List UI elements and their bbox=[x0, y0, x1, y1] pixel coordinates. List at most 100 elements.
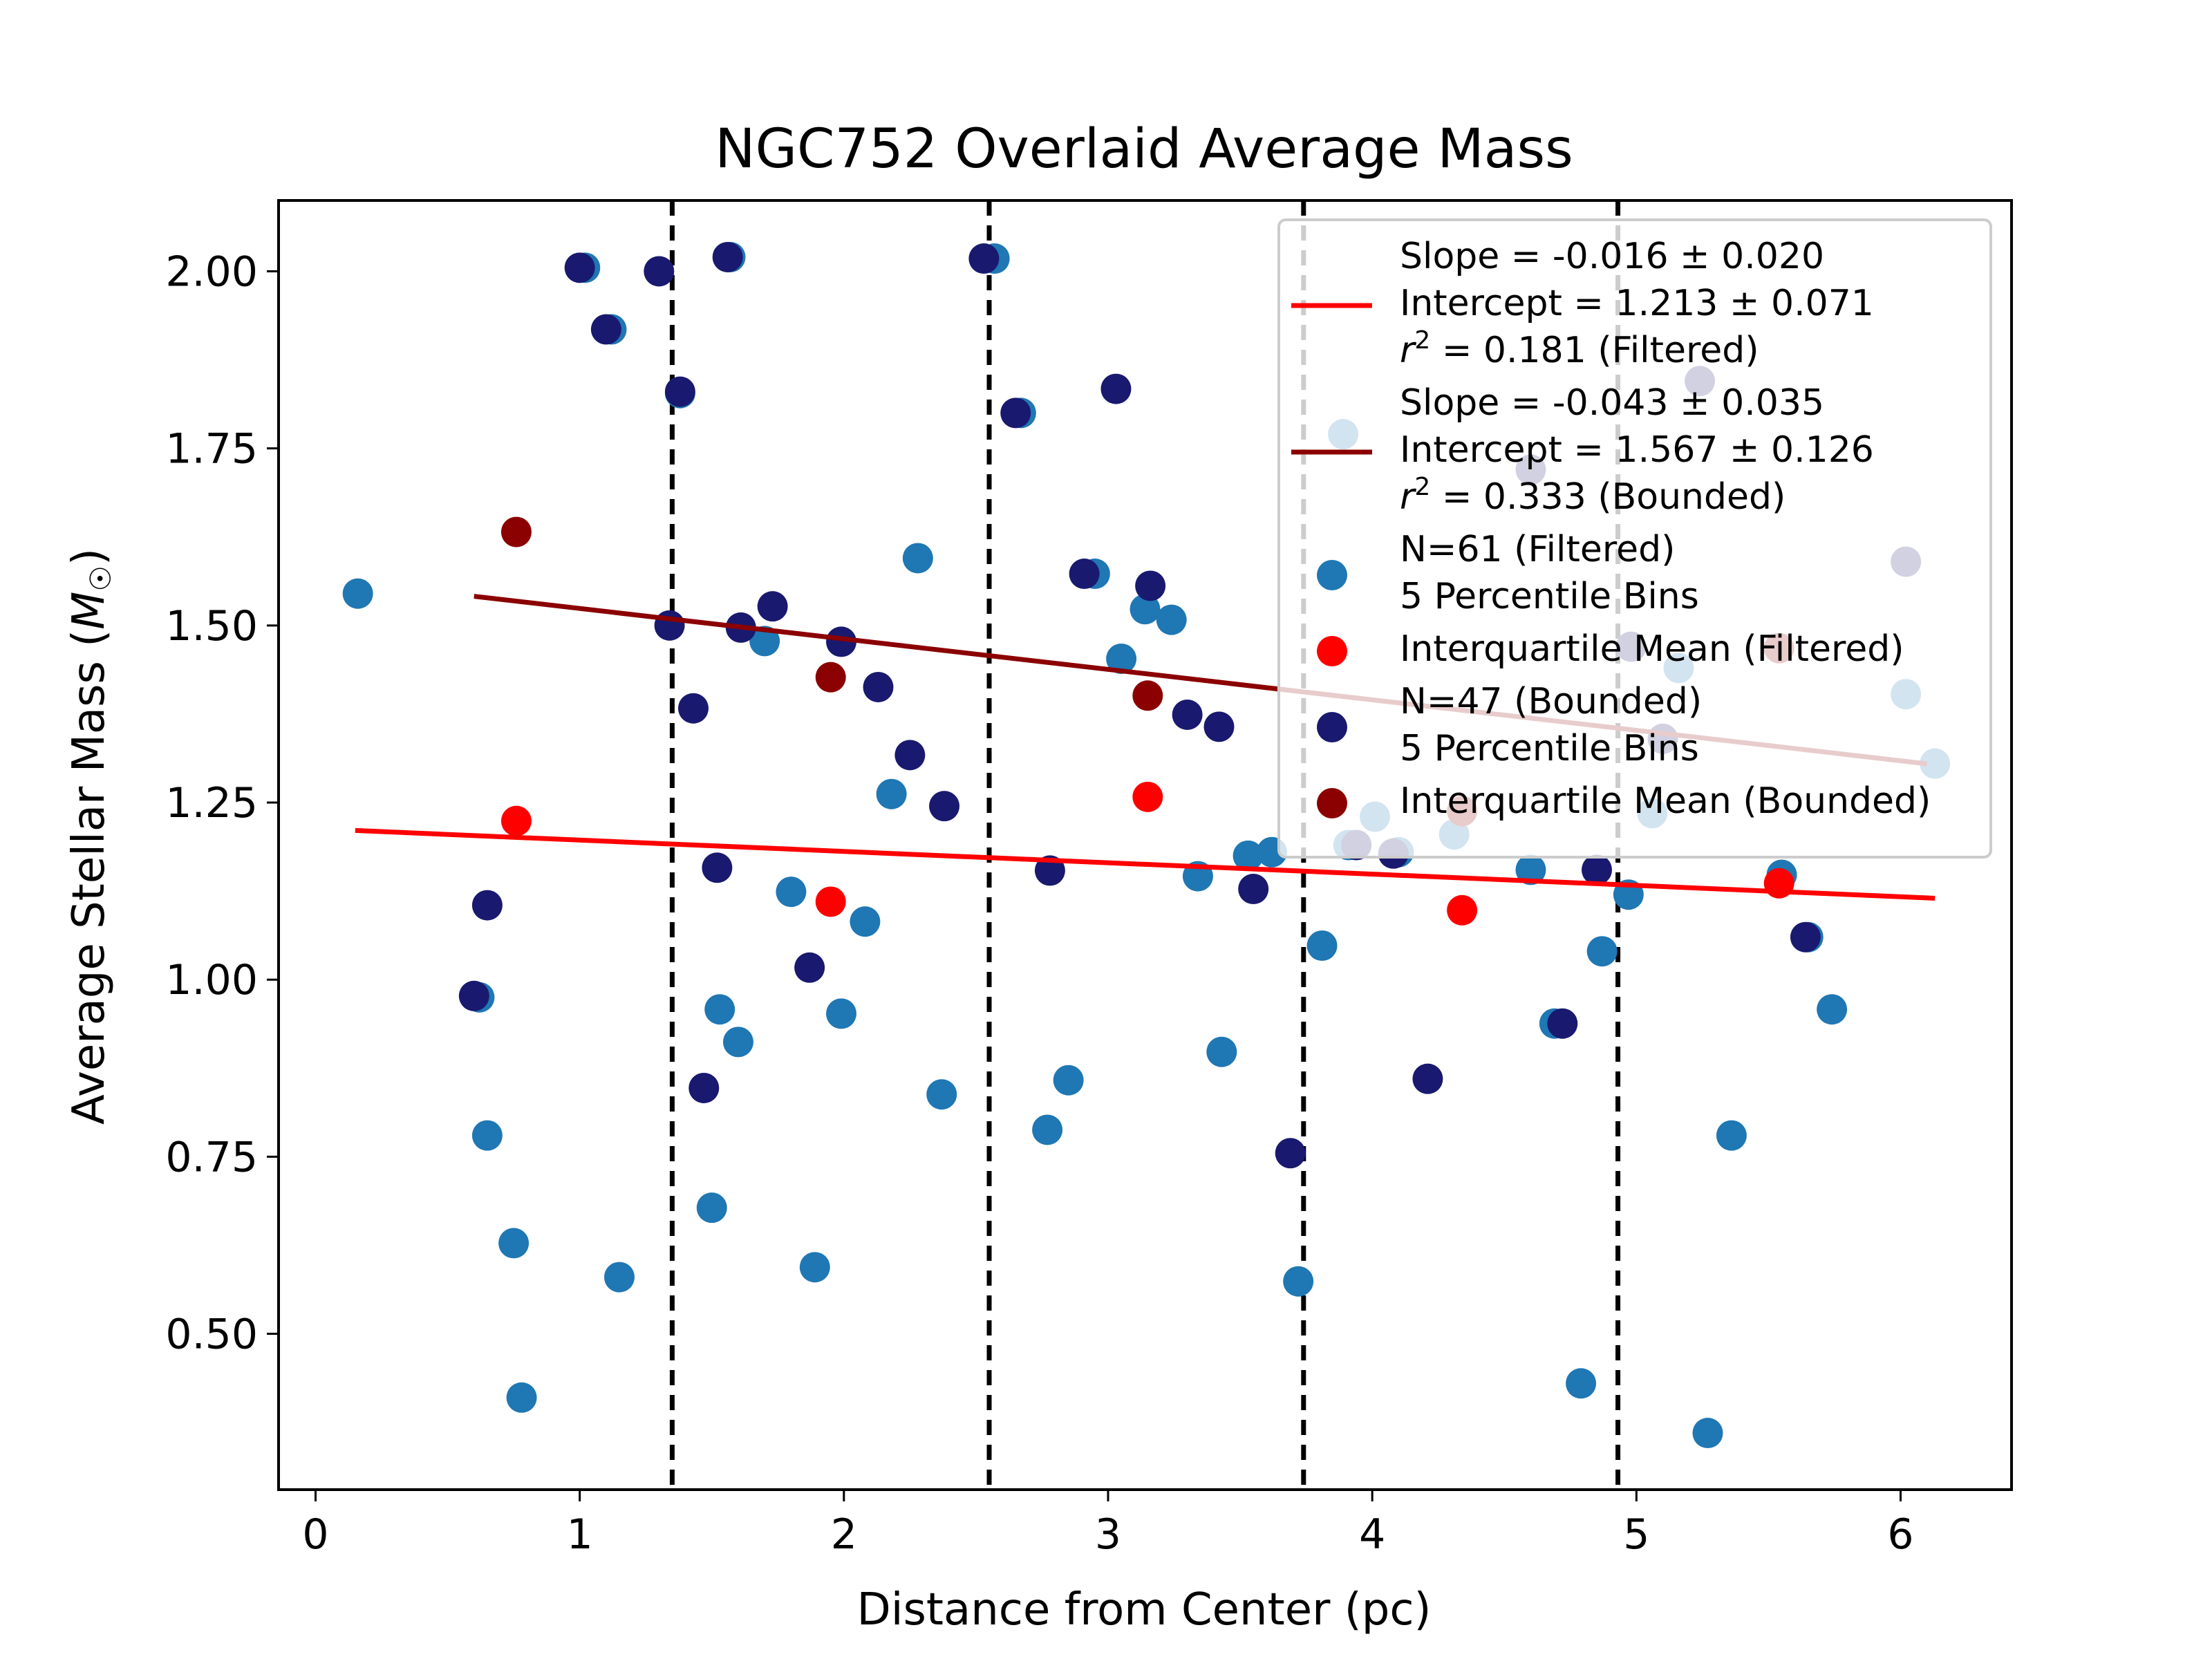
bounded-point bbox=[1203, 711, 1235, 742]
legend-label: N=47 (Bounded) bbox=[1400, 681, 1702, 722]
bounded-point bbox=[894, 740, 926, 771]
x-tick-label: 1 bbox=[567, 1510, 593, 1559]
bounded-point bbox=[471, 890, 503, 921]
bounded-point bbox=[688, 1072, 720, 1103]
x-tick-label: 6 bbox=[1887, 1510, 1913, 1559]
bounded-point bbox=[826, 626, 857, 657]
legend-dot-marker bbox=[1317, 636, 1347, 666]
filtered-point bbox=[1566, 1368, 1597, 1399]
bounded-point bbox=[564, 252, 595, 283]
y-tick-label: 1.75 bbox=[165, 425, 258, 474]
legend-dot-marker bbox=[1317, 788, 1347, 818]
filtered-point bbox=[1515, 854, 1546, 885]
legend-dot-marker bbox=[1317, 560, 1347, 590]
legend-dot-marker bbox=[1317, 712, 1347, 742]
legend-label: Interquartile Mean (Filtered) bbox=[1400, 628, 1904, 670]
filtered-point bbox=[1692, 1418, 1723, 1449]
filtered-mean-point bbox=[1447, 894, 1478, 926]
filtered-mean-point bbox=[500, 805, 532, 836]
filtered-point bbox=[1716, 1120, 1747, 1151]
y-tick-label: 0.75 bbox=[165, 1133, 258, 1181]
legend-label: r2 = 0.333 (Bounded) bbox=[1400, 473, 1785, 518]
legend-label: N=61 (Filtered) bbox=[1400, 529, 1675, 570]
filtered-point bbox=[799, 1252, 830, 1283]
bounded-point bbox=[968, 243, 1000, 274]
filtered-point bbox=[826, 998, 857, 1029]
legend-label: Intercept = 1.567 ± 0.126 bbox=[1400, 429, 1874, 471]
filtered-point bbox=[1130, 594, 1161, 625]
bounded-point bbox=[1275, 1138, 1306, 1169]
filtered-point bbox=[603, 1262, 635, 1293]
bounded-point bbox=[644, 256, 675, 287]
bounded-point bbox=[1100, 373, 1132, 404]
legend-box bbox=[1277, 218, 1992, 859]
filtered-point bbox=[749, 626, 780, 657]
filtered-point bbox=[704, 994, 735, 1025]
y-tick-label: 1.50 bbox=[165, 602, 258, 650]
chart-title: NGC752 Overlaid Average Mass bbox=[715, 118, 1573, 180]
bounded-point bbox=[863, 671, 894, 702]
filtered-point bbox=[498, 1228, 529, 1259]
y-tick-label: 0.50 bbox=[165, 1311, 258, 1359]
bounded-mean-point bbox=[815, 662, 846, 693]
y-tick-label: 2.00 bbox=[165, 247, 258, 296]
filtered-point bbox=[876, 778, 907, 809]
y-axis-label: Average Stellar Mass (M☉) bbox=[64, 548, 118, 1125]
bounded-point bbox=[702, 852, 733, 883]
bounded-point bbox=[712, 241, 743, 272]
x-tick-label: 5 bbox=[1623, 1510, 1649, 1559]
y-tick-label: 1.00 bbox=[165, 956, 258, 1004]
y-tick-label: 1.25 bbox=[165, 779, 258, 827]
filtered-point bbox=[696, 1192, 727, 1224]
bounded-point bbox=[664, 376, 695, 407]
axes-frame bbox=[277, 199, 2013, 1491]
bounded-point bbox=[929, 791, 960, 822]
filtered-point bbox=[342, 578, 373, 609]
filtered-point bbox=[722, 1027, 753, 1058]
bounded-point bbox=[1172, 699, 1203, 730]
bounded-point bbox=[590, 314, 621, 345]
filtered-fit-line bbox=[355, 827, 1936, 901]
bounded-point bbox=[1790, 921, 1821, 953]
bounded-point bbox=[794, 952, 825, 983]
filtered-point bbox=[1106, 643, 1137, 674]
filtered-point bbox=[1232, 840, 1264, 871]
bounded-point bbox=[1547, 1008, 1578, 1039]
bounded-point bbox=[1412, 1063, 1443, 1094]
filtered-point bbox=[1156, 604, 1187, 635]
bounded-point bbox=[757, 591, 788, 622]
bounded-point bbox=[1135, 570, 1166, 601]
x-tick-label: 3 bbox=[1095, 1510, 1121, 1559]
x-tick-label: 2 bbox=[831, 1510, 857, 1559]
filtered-point bbox=[1053, 1065, 1084, 1096]
x-axis-label: Distance from Center (pc) bbox=[857, 1584, 1432, 1635]
filtered-point bbox=[902, 543, 933, 574]
filtered-point bbox=[1283, 1266, 1314, 1297]
filtered-point bbox=[506, 1382, 537, 1413]
bounded-point bbox=[1000, 397, 1031, 429]
bounded-point bbox=[458, 980, 489, 1011]
filtered-point bbox=[1032, 1114, 1063, 1145]
legend: Slope = -0.016 ± 0.020 Intercept = 1.213 … bbox=[1277, 218, 1992, 859]
bounded-point bbox=[1238, 874, 1269, 905]
filtered-point bbox=[1586, 936, 1618, 967]
bounded-point bbox=[677, 693, 709, 724]
legend-label: 5 Percentile Bins bbox=[1400, 576, 1699, 617]
legend-label: r2 = 0.181 (Filtered) bbox=[1400, 326, 1759, 371]
x-tick-label: 0 bbox=[302, 1510, 328, 1559]
bounded-point bbox=[1582, 854, 1613, 885]
filtered-point bbox=[1206, 1036, 1237, 1067]
filtered-point bbox=[471, 1120, 503, 1151]
legend-label: Slope = -0.016 ± 0.020 bbox=[1400, 236, 1824, 277]
bounded-point bbox=[654, 610, 685, 641]
legend-label: Slope = -0.043 ± 0.035 bbox=[1400, 382, 1824, 424]
x-tick-label: 4 bbox=[1359, 1510, 1385, 1559]
bounded-point bbox=[1069, 559, 1100, 590]
filtered-point bbox=[776, 877, 807, 908]
filtered-point bbox=[926, 1079, 957, 1110]
filtered-mean-point bbox=[1132, 781, 1163, 812]
legend-label: Intercept = 1.213 ± 0.071 bbox=[1400, 283, 1874, 324]
bounded-mean-point bbox=[500, 516, 532, 547]
filtered-point bbox=[1817, 994, 1848, 1025]
